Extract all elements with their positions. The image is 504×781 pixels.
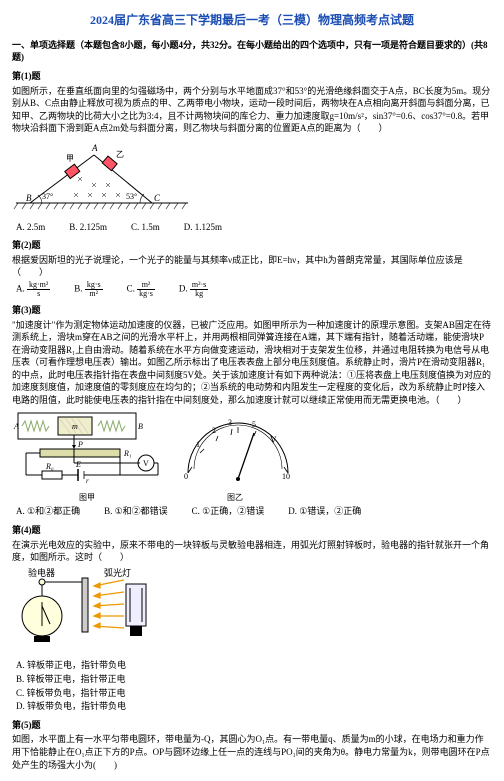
q1-figure: B 37° A 53° C 甲 乙 bbox=[12, 137, 492, 219]
svg-text:3: 3 bbox=[228, 418, 232, 427]
section-a-heading: 一、单项选择题（本题包含8小题，每小题4分，共32分。在每小题给出的四个选项中，… bbox=[12, 39, 492, 64]
q5-body: 如图，水平面上有一水平匀带电圆环，带电量为-Q，其圆心为O₁点。有一带电量q、质… bbox=[12, 733, 492, 771]
page-title: 2024届广东省高三下学期最后一考（三模）物理高频考点试题 bbox=[12, 12, 492, 29]
svg-text:10: 10 bbox=[282, 472, 290, 481]
q4-figure: 验电器 弧光灯 bbox=[12, 566, 162, 658]
q1-label-c: C bbox=[154, 193, 161, 203]
svg-text:0: 0 bbox=[184, 472, 188, 481]
q1-angle-37: 37° bbox=[42, 192, 53, 201]
svg-text:A: A bbox=[13, 422, 19, 431]
svg-text:1: 1 bbox=[196, 440, 200, 449]
q1-angle-53: 53° bbox=[126, 192, 137, 201]
svg-text:B: B bbox=[138, 422, 143, 431]
q1-label-b: B bbox=[26, 193, 32, 203]
q2-number: 第(2)题 bbox=[12, 239, 492, 252]
q1-number: 第(1)题 bbox=[12, 70, 492, 83]
svg-text:r: r bbox=[86, 477, 89, 485]
q3-choice-a: A. ①和②都正确 bbox=[16, 505, 80, 518]
svg-text:R₁: R₁ bbox=[123, 449, 132, 458]
q3-body: "加速度计"作为测定物体运动加速度的仪器，已被广泛应用。如图甲所示为一种加速度计… bbox=[12, 319, 492, 407]
q1-choice-a: A. 2.5m bbox=[16, 221, 45, 234]
svg-text:5: 5 bbox=[252, 420, 256, 429]
svg-text:弧光灯: 弧光灯 bbox=[104, 567, 131, 578]
q3-figure-yi: 0 1 2 3 5 10 V 图乙 bbox=[170, 409, 300, 504]
q2-choice-c: C. m²kg·s bbox=[127, 281, 155, 298]
q2-choice-b: B. kg·sm² bbox=[74, 281, 102, 298]
q4-choice-b: B. 锌板带正电，指针带正电 bbox=[16, 673, 492, 686]
q3-choice-c: C. ①正确，②错误 bbox=[192, 505, 265, 518]
q1-label-jia: 甲 bbox=[66, 154, 74, 163]
q1-choice-b: B. 2.125m bbox=[69, 221, 107, 234]
q2-body: 根据爱因斯坦的光子说理论，一个光子的能量与其频率ν成正比，即E=hν，其中h为普… bbox=[12, 254, 492, 279]
svg-text:2: 2 bbox=[212, 426, 216, 435]
svg-text:R₀: R₀ bbox=[45, 462, 54, 471]
q3-figure-jia: m A B P R₁ R₀ E r bbox=[12, 409, 162, 504]
q3-number: 第(3)题 bbox=[12, 304, 492, 317]
q4-choice-d: D. 锌板带负电，指针带负电 bbox=[16, 700, 492, 713]
svg-text:V: V bbox=[270, 435, 277, 445]
svg-text:E: E bbox=[75, 460, 81, 469]
q1-choice-d: D. 1.125m bbox=[184, 221, 222, 234]
svg-text:m: m bbox=[72, 422, 78, 431]
q4-choice-c: C. 锌板带负电，指针带正电 bbox=[16, 687, 492, 700]
svg-text:V: V bbox=[143, 459, 149, 468]
q2-choice-d: D. m²·skg bbox=[179, 281, 208, 298]
q1-label-yi: 乙 bbox=[116, 150, 124, 159]
svg-text:验电器: 验电器 bbox=[28, 567, 55, 578]
q4-number: 第(4)题 bbox=[12, 524, 492, 537]
q1-choice-c: C. 1.5m bbox=[131, 221, 160, 234]
q1-body: 如图所示，在垂直纸面向里的匀强磁场中，两个分别与水平地面成37°和53°的光滑绝… bbox=[12, 85, 492, 135]
q2-choice-a: A. kg·m²s bbox=[16, 281, 50, 298]
q3-choice-b: B. ①和②都错误 bbox=[104, 505, 168, 518]
svg-text:P: P bbox=[77, 440, 83, 449]
q1-label-a: A bbox=[91, 143, 98, 153]
q3-choice-d: D. ①错误，②正确 bbox=[288, 505, 361, 518]
q4-body: 在演示光电效应的实验中，原来不带电的一块锌板与灵敏验电器相连，用弧光灯照射锌板时… bbox=[12, 539, 492, 564]
q5-number: 第(5)题 bbox=[12, 719, 492, 732]
q4-choice-a: A. 锌板带正电，指针带负电 bbox=[16, 659, 492, 672]
